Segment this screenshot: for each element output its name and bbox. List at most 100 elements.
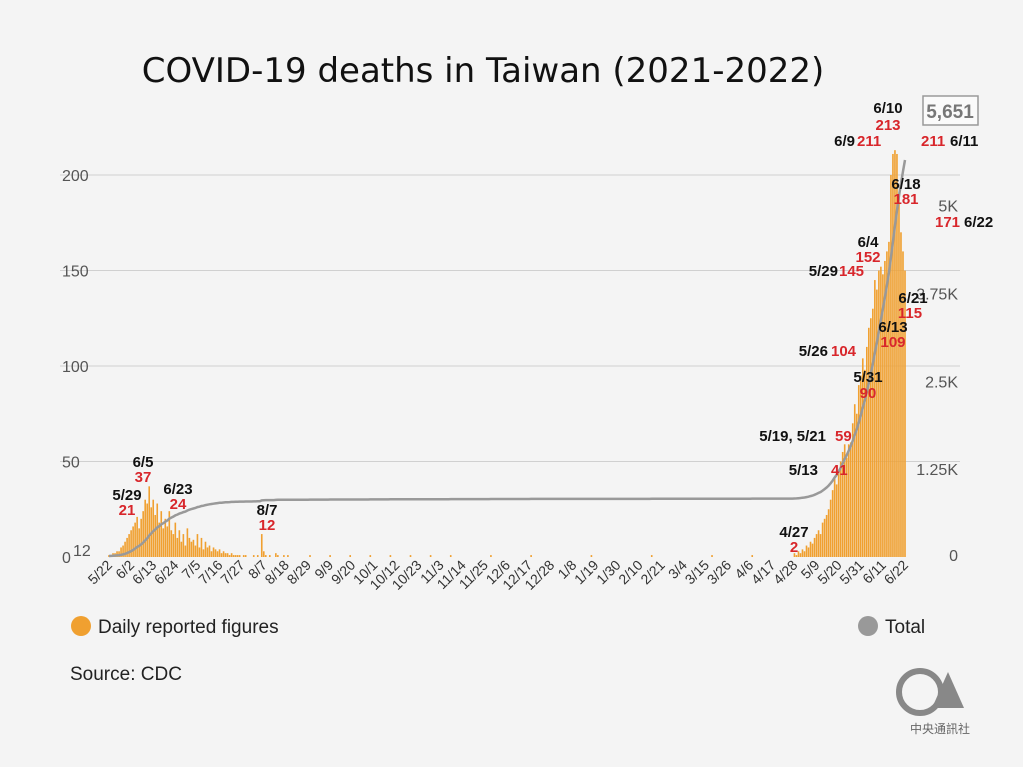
bar-day-240	[590, 555, 593, 557]
x-tick-4/28: 4/28	[770, 557, 801, 588]
bar-day-344	[799, 553, 802, 557]
bar-day-393	[898, 194, 900, 557]
annotation-date: 4/27	[779, 524, 808, 541]
bar-day-366	[843, 444, 846, 557]
bar-day-34	[176, 537, 179, 557]
annotation-value: 211	[921, 133, 945, 150]
bar-day-360	[831, 490, 834, 557]
left-tick-150: 150	[62, 264, 89, 281]
annotation-value: 2	[790, 539, 798, 556]
bar-day-170	[449, 555, 452, 557]
bar-day-374	[859, 375, 862, 557]
bar-day-320	[751, 555, 754, 557]
legend-daily-label: Daily reported figures	[98, 617, 279, 638]
bar-day-355	[821, 522, 824, 557]
bar-day-44	[196, 534, 199, 557]
x-tick-7/27: 7/27	[217, 557, 248, 588]
bar-day-51	[210, 551, 213, 557]
bar-day-380	[872, 308, 874, 557]
bar-day-52	[212, 547, 215, 557]
logo-caption: 中央通訊社	[910, 721, 970, 736]
bar-day-394	[900, 232, 902, 558]
bar-day-31	[170, 530, 173, 557]
annotation-date: 6/23	[163, 481, 192, 498]
bar-day-378	[868, 327, 870, 557]
start-value-label: 12	[73, 543, 91, 560]
bar-day-18	[144, 499, 146, 557]
bar-day-89	[287, 555, 289, 557]
bar-day-392	[896, 153, 898, 558]
bar-day-76	[260, 534, 263, 557]
bar-day-364	[839, 461, 842, 557]
legend-total-marker	[858, 616, 878, 636]
left-axis: 0 50 100 150 200 12	[62, 168, 91, 567]
bar-day-59	[226, 553, 229, 557]
bar-day-61	[230, 553, 233, 557]
bar-day-28	[164, 518, 167, 557]
legend-total-label: Total	[885, 617, 925, 638]
bar-day-359	[829, 499, 832, 557]
bar-day-372	[855, 413, 858, 557]
bar-day-376	[863, 369, 866, 557]
legend: Daily reported figures Total	[71, 616, 925, 638]
bar-day-6	[120, 547, 122, 557]
bar-day-363	[837, 471, 840, 557]
bar-day-19	[146, 503, 148, 557]
bar-day-26	[160, 511, 163, 557]
bar-day-100	[309, 555, 311, 557]
annotation-date: 6/5	[133, 454, 154, 471]
bar-day-78	[264, 555, 267, 557]
bar-day-210	[530, 555, 532, 557]
left-tick-0: 0	[62, 550, 71, 567]
source-note: Source: CDC	[70, 664, 182, 685]
bar-day-356	[823, 518, 826, 557]
total-box-label: 5,651	[926, 102, 974, 123]
bar-day-22	[152, 499, 155, 557]
bar-day-368	[847, 444, 850, 557]
bar-day-56	[220, 553, 223, 557]
bar-day-36	[180, 541, 183, 557]
bar-day-110	[329, 555, 331, 557]
bar-day-384	[880, 266, 882, 557]
bar-day-17	[142, 511, 144, 557]
left-tick-50: 50	[62, 455, 80, 472]
annotation-date: 8/7	[257, 502, 278, 519]
bar-day-386	[884, 260, 886, 557]
bar-day-87	[283, 555, 285, 557]
bar-day-13	[134, 522, 136, 557]
bar-day-375	[861, 358, 864, 557]
bar-day-9	[126, 537, 128, 557]
bar-day-342	[795, 555, 798, 557]
bar-day-14	[136, 516, 138, 557]
bar-day-0	[108, 555, 110, 557]
annotation-6-9-211: 6/9 211	[834, 133, 881, 150]
bar-day-80	[269, 555, 271, 557]
bar-day-345	[801, 549, 804, 557]
bar-day-24	[156, 503, 159, 557]
annotation-date: 6/10	[873, 100, 902, 117]
bar-day-53	[214, 549, 217, 557]
annotation-6-11-211: 211 6/11	[921, 133, 978, 150]
bar-day-49	[206, 547, 209, 557]
right-tick-2.5K: 2.5K	[925, 374, 958, 391]
bar-day-369	[849, 442, 852, 557]
bar-day-391	[894, 150, 896, 558]
bar-day-74	[256, 555, 259, 557]
annotation-8-7-12: 8/712	[257, 502, 278, 534]
annotation-date: 5/31	[853, 369, 882, 386]
bar-day-63	[234, 555, 237, 557]
bar-day-357	[825, 514, 828, 557]
bar-day-395	[902, 251, 904, 557]
bar-day-72	[252, 555, 255, 557]
bar-day-10	[128, 534, 130, 557]
bar-day-83	[275, 553, 277, 557]
annotation-date: 5/13	[789, 462, 818, 479]
annotation-5-29-145: 5/29 145	[809, 263, 864, 280]
bar-day-365	[841, 451, 844, 557]
